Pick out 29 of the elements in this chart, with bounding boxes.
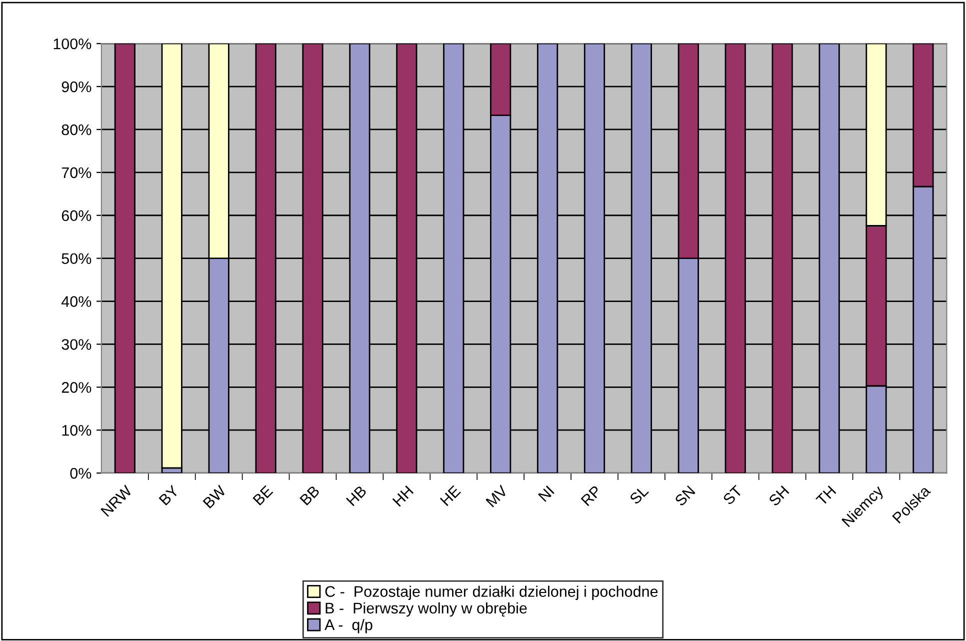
x-tick-label: NI <box>538 486 554 502</box>
y-tick-label: 60% <box>62 210 92 222</box>
legend-label: A - q/p <box>324 618 372 634</box>
x-tick-label: SH <box>768 485 790 507</box>
x-tick-label: BW <box>202 484 227 509</box>
x-tick-label: BE <box>252 485 274 506</box>
y-tick-label: 20% <box>62 382 92 393</box>
x-tick-label: HB <box>346 485 367 506</box>
y-tick-label: 10% <box>62 424 92 436</box>
y-tick-label: 80% <box>62 124 92 136</box>
x-tick-label: HH <box>392 485 414 507</box>
y-tick-label: 100% <box>54 38 92 50</box>
x-tick-label: ST <box>722 484 744 506</box>
x-tick-label: BY <box>158 484 180 506</box>
y-tick-label: 50% <box>62 253 92 264</box>
x-tick-label: TH <box>816 485 836 506</box>
y-tick-label: 30% <box>62 339 92 350</box>
x-tick-label: MV <box>486 484 508 508</box>
x-tick-label: HE <box>440 485 461 506</box>
legend-label: B - Pierwszy wolny w obrębie <box>326 602 527 617</box>
y-tick-label: 0% <box>70 468 92 479</box>
y-tick-label: 40% <box>61 296 92 307</box>
x-tick-label: RP <box>580 485 602 506</box>
legend-label: C - Pozostaje numer działki dzielonej i pochodne <box>325 586 658 600</box>
y-tick-label: 90% <box>62 81 92 92</box>
x-tick-label: SL <box>629 484 650 505</box>
x-tick-label: SN <box>674 485 696 507</box>
y-tick-label: 70% <box>62 167 92 178</box>
x-tick-label: BB <box>300 485 320 506</box>
